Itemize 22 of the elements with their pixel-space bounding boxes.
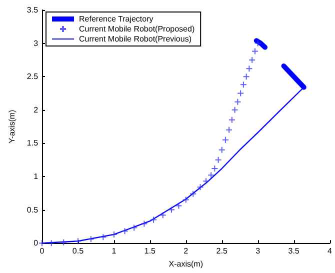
x-tick-label: 3 (256, 246, 261, 256)
legend-label: Reference Trajectory (79, 14, 154, 24)
legend-label: Current Mobile Robot(Proposed) (79, 24, 195, 34)
y-tick-label: 3.5 (26, 6, 39, 14)
x-axis-title: X-axis(m) (168, 260, 204, 268)
y-tick-label: 2 (34, 105, 39, 114)
y-tick-label: 0 (34, 238, 39, 248)
x-tick-label: 0 (40, 246, 45, 256)
x-tick-label: 3.5 (288, 246, 300, 256)
x-tick-label: 2.5 (216, 246, 228, 256)
y-tick-label: 1 (34, 172, 39, 181)
y-tick-label: 1.5 (26, 138, 39, 148)
x-tick-label: 1.5 (144, 246, 156, 256)
x-tick-label: 2 (184, 246, 189, 256)
y-tick-label: 0.5 (26, 205, 39, 214)
y-tick-label: 2.5 (26, 72, 39, 82)
x-tick-label: 4 (328, 246, 333, 256)
y-tick-label: 3 (34, 38, 39, 48)
legend-label: Current Mobile Robot(Previous) (79, 34, 192, 44)
y-axis-title: Y-axis(m) (8, 109, 16, 144)
x-tick-label: 1 (112, 246, 117, 256)
x-tick-label: 0.5 (72, 246, 84, 256)
